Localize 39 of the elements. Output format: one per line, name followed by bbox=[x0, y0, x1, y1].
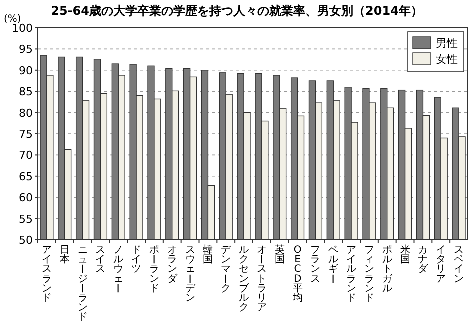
x-tick-label: スイス bbox=[96, 245, 106, 276]
y-tick-label: 50 bbox=[19, 234, 33, 247]
y-tick-label: 100 bbox=[12, 22, 33, 35]
x-tick-label: ベルギー bbox=[326, 245, 339, 284]
y-tick-label: 75 bbox=[19, 128, 33, 141]
y-tick-label: 95 bbox=[19, 43, 33, 56]
x-tick-label: 韓国 bbox=[203, 245, 214, 266]
x-tick-label: オランダ bbox=[167, 245, 178, 285]
x-tick-label: 英国 bbox=[274, 245, 285, 266]
x-tick-label: フィンランド bbox=[364, 245, 374, 304]
y-tick-label: 80 bbox=[19, 106, 33, 120]
x-tick-label: スペイン bbox=[454, 245, 464, 285]
y-tick-label: 65 bbox=[19, 170, 33, 184]
y-tick-label: 70 bbox=[19, 149, 33, 162]
x-tick-label: ドイツ bbox=[132, 245, 142, 276]
x-tick-label: オーストラリア bbox=[254, 245, 267, 314]
chart-title: 25-64歳の大学卒業の学歴を持つ人々の就業率、男女別（2014年） bbox=[51, 4, 423, 18]
y-axis-title: (%) bbox=[4, 14, 22, 25]
legend-label: 女性 bbox=[436, 53, 458, 66]
x-tick-label: イタリア bbox=[436, 245, 446, 285]
x-tick-label: ポーランド bbox=[147, 245, 160, 294]
y-tick-label: 90 bbox=[19, 64, 33, 78]
legend-label: 男性 bbox=[436, 37, 458, 50]
y-tick-label: 85 bbox=[19, 86, 33, 99]
x-tick-label: ニュージーランド bbox=[76, 245, 88, 324]
y-tick-label: 55 bbox=[19, 212, 33, 226]
x-tick-label: デンマーク bbox=[219, 245, 232, 294]
x-tick-label: ルクセンブルク bbox=[239, 245, 250, 314]
x-tick-label: スウェーデン bbox=[183, 245, 196, 304]
y-tick-label: 60 bbox=[19, 192, 33, 205]
x-tick-label: カナダ bbox=[418, 245, 428, 276]
x-tick-label: 日本 bbox=[60, 245, 70, 266]
x-tick-label: ノルウェー bbox=[112, 245, 124, 294]
x-tick-label: アイスランド bbox=[42, 245, 52, 304]
x-tick-label: フランス bbox=[310, 245, 321, 285]
x-tick-label: ポルトガル bbox=[382, 245, 392, 294]
x-tick-label: アイルランド bbox=[346, 245, 357, 304]
x-tick-label: 米国 bbox=[400, 245, 410, 266]
x-tick-label: OECD平均 bbox=[292, 245, 303, 304]
